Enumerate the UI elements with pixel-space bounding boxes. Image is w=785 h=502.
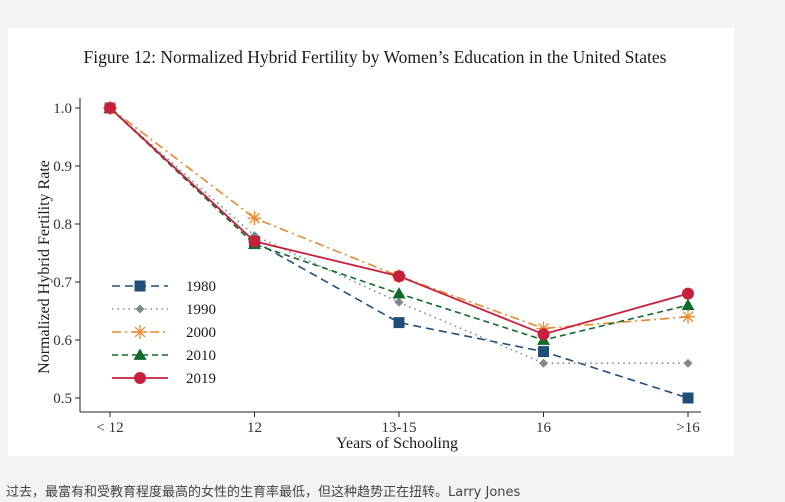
series-layer bbox=[103, 101, 695, 404]
y-tick-label: 0.8 bbox=[53, 217, 72, 233]
marker-square bbox=[538, 346, 549, 358]
y-axis-label: Normalized Hybrid Fertility Rate bbox=[36, 160, 53, 374]
y-tick-label: 0.6 bbox=[53, 333, 72, 349]
marker-circle bbox=[393, 270, 405, 283]
marker-circle bbox=[682, 287, 694, 300]
marker-asterisk-stroke bbox=[134, 326, 146, 338]
legend-item-1990: 1990 bbox=[112, 302, 216, 318]
series-2019 bbox=[104, 102, 694, 341]
x-tick-label: < 12 bbox=[96, 420, 123, 436]
chart: Figure 12: Normalized Hybrid Fertility b… bbox=[36, 47, 701, 452]
marker-circle bbox=[248, 235, 261, 248]
figure-panel: Figure 12: Normalized Hybrid Fertility b… bbox=[8, 28, 734, 456]
marker-asterisk bbox=[681, 309, 695, 324]
legend-label: 2000 bbox=[186, 325, 216, 341]
marker-asterisk bbox=[247, 211, 262, 226]
y-tick-label: 0.5 bbox=[53, 391, 72, 407]
marker-triangle bbox=[133, 348, 147, 360]
marker-square bbox=[134, 280, 146, 292]
marker-asterisk-stroke bbox=[682, 311, 694, 323]
x-tick-label: 13-15 bbox=[382, 420, 417, 436]
legend-item-2000: 2000 bbox=[112, 325, 216, 341]
marker-circle bbox=[537, 328, 550, 341]
y-tick-label: 1.0 bbox=[53, 101, 72, 117]
legend-item-2019: 2019 bbox=[112, 371, 216, 387]
marker-diamond bbox=[683, 358, 693, 368]
x-tick-label: 12 bbox=[247, 420, 262, 436]
legend-label: 2019 bbox=[186, 371, 216, 387]
legend: 1980 1990 2000 2010 2019 bbox=[112, 279, 216, 387]
legend-label: 1980 bbox=[186, 279, 216, 295]
legend-label: 2010 bbox=[186, 348, 216, 364]
marker-asterisk-stroke bbox=[249, 212, 260, 224]
y-tick-label: 0.9 bbox=[53, 159, 72, 175]
page-text-below-figure: 过去，最富有和受教育程度最高的女性的生育率最低，但这种趋势正在扭转。Larry … bbox=[6, 485, 521, 500]
legend-label: 1990 bbox=[186, 302, 216, 318]
marker-triangle bbox=[681, 298, 695, 311]
marker-square bbox=[393, 317, 405, 329]
chart-title: Figure 12: Normalized Hybrid Fertility b… bbox=[84, 47, 667, 67]
marker-square bbox=[682, 392, 694, 404]
marker-diamond bbox=[135, 304, 145, 314]
marker-diamond bbox=[539, 358, 548, 368]
y-tick-label: 0.7 bbox=[53, 275, 72, 291]
marker-diamond bbox=[394, 297, 404, 307]
x-tick-label: 16 bbox=[536, 420, 552, 436]
axes: 0.5 0.6 0.7 0.8 0.9 1.0 < 12 12 13-15 16 >16 bbox=[53, 98, 701, 436]
x-axis-label: Years of Schooling bbox=[336, 435, 458, 452]
marker-asterisk bbox=[133, 325, 147, 339]
legend-item-1980: 1980 bbox=[112, 279, 216, 295]
marker-triangle bbox=[392, 287, 406, 299]
marker-circle bbox=[134, 372, 146, 384]
marker-circle bbox=[104, 102, 116, 114]
legend-item-2010: 2010 bbox=[112, 348, 216, 364]
series-line-1990 bbox=[109, 107, 688, 365]
x-tick-label: >16 bbox=[676, 420, 700, 436]
